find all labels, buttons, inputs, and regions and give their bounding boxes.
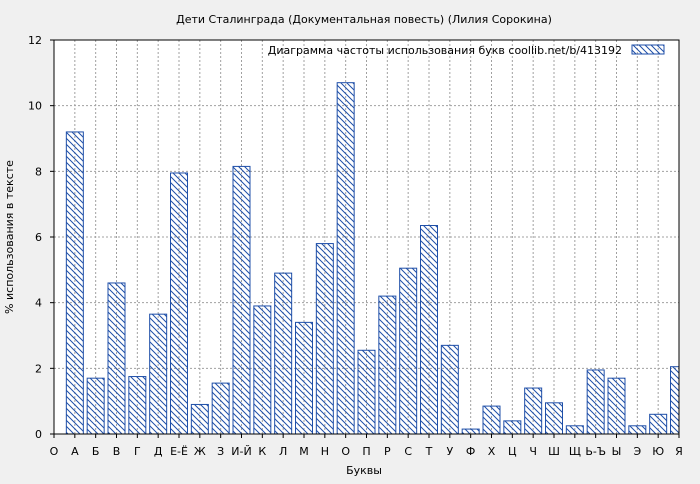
- x-tick-label: М: [299, 445, 309, 458]
- bar: [107, 282, 126, 435]
- bar: [440, 344, 459, 435]
- bar: [670, 366, 680, 435]
- bar: [357, 349, 376, 435]
- chart-title: Дети Сталинграда (Документальная повесть…: [176, 13, 552, 26]
- bar: [295, 321, 313, 435]
- x-tick-label: К: [258, 445, 266, 458]
- x-tick-label: Н: [321, 445, 329, 458]
- bar: [378, 295, 397, 435]
- x-tick-label: Ф: [466, 445, 475, 458]
- bar: [649, 413, 668, 435]
- x-tick-label: З: [217, 445, 224, 458]
- x-tick-label: У: [446, 445, 453, 458]
- bar: [545, 402, 563, 435]
- bar: [336, 82, 355, 435]
- bar: [190, 403, 209, 435]
- x-tick-label: Ч: [529, 445, 537, 458]
- bar: [315, 243, 334, 435]
- legend: Диаграмма частоты использования букв coo…: [268, 44, 665, 57]
- y-tick-label: 12: [28, 34, 42, 47]
- x-tick-label: Р: [384, 445, 391, 458]
- bar: [232, 165, 251, 435]
- y-tick-label: 2: [35, 362, 42, 375]
- x-tick-label: О: [50, 445, 59, 458]
- x-tick-label: Э: [633, 445, 641, 458]
- bar: [524, 387, 543, 435]
- legend-swatch: [631, 44, 665, 55]
- x-tick-label: Б: [92, 445, 100, 458]
- bar: [274, 272, 293, 435]
- x-tick-label: И-Й: [231, 445, 251, 458]
- y-tick-label: 0: [35, 428, 42, 441]
- bar: [149, 313, 168, 435]
- x-tick-label: Ю: [652, 445, 664, 458]
- x-tick-label: Щ: [569, 445, 581, 458]
- bar: [607, 377, 626, 435]
- y-tick-label: 6: [35, 231, 42, 244]
- bar: [253, 305, 272, 435]
- bar: [420, 225, 438, 435]
- bar: [628, 425, 647, 435]
- bar: [482, 405, 501, 435]
- bar: [211, 382, 230, 435]
- x-tick-label: О: [341, 445, 350, 458]
- x-tick-label: Т: [425, 445, 433, 458]
- y-axis-label: % использования в тексте: [3, 160, 16, 314]
- x-tick-label: Л: [279, 445, 287, 458]
- bar: [586, 369, 605, 435]
- bar: [86, 377, 105, 435]
- bar: [128, 376, 147, 435]
- x-axis-label: Буквы: [346, 464, 382, 477]
- x-tick-label: П: [362, 445, 370, 458]
- x-tick-label: Ш: [548, 445, 560, 458]
- y-tick-label: 4: [35, 297, 42, 310]
- x-tick-label: Г: [134, 445, 141, 458]
- x-tick-label: Д: [154, 445, 163, 458]
- x-tick-label: В: [113, 445, 121, 458]
- x-tick-label: Ц: [508, 445, 517, 458]
- y-tick-label: 8: [35, 165, 42, 178]
- x-tick-label: Я: [675, 445, 683, 458]
- bar: [399, 267, 418, 435]
- y-tick-label: 10: [28, 100, 42, 113]
- legend-label: Диаграмма частоты использования букв coo…: [268, 44, 622, 57]
- x-tick-label: А: [71, 445, 79, 458]
- bar: [170, 172, 188, 435]
- x-tick-label: С: [404, 445, 412, 458]
- bar: [565, 425, 584, 435]
- bars: [65, 82, 680, 435]
- x-tick-label: Е-Ё: [170, 445, 188, 458]
- bar: [503, 420, 522, 435]
- x-tick-label: Ь-Ъ: [585, 445, 606, 458]
- x-tick-label: Ж: [194, 445, 206, 458]
- x-tick-label: Х: [488, 445, 496, 458]
- bar: [461, 428, 480, 435]
- bar: [65, 131, 84, 435]
- x-tick-label: Ы: [612, 445, 622, 458]
